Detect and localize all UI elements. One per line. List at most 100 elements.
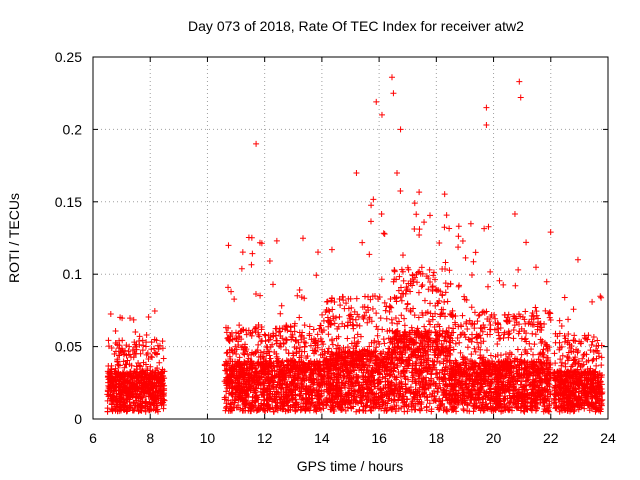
data-point <box>361 361 368 368</box>
data-point <box>237 375 244 382</box>
data-point <box>294 292 301 299</box>
data-point <box>368 391 375 398</box>
data-point <box>116 337 123 344</box>
data-point <box>355 400 362 407</box>
data-point <box>427 300 434 307</box>
data-points <box>104 74 606 415</box>
data-point <box>372 357 379 364</box>
data-point <box>287 403 294 410</box>
data-point <box>244 350 251 357</box>
data-point <box>353 399 360 406</box>
data-point <box>114 398 121 405</box>
data-point <box>470 258 477 265</box>
data-point <box>532 264 539 271</box>
data-point <box>339 397 346 404</box>
data-point <box>301 344 308 351</box>
data-point <box>309 399 316 406</box>
data-point <box>240 369 247 376</box>
data-point <box>328 246 335 253</box>
data-point <box>348 340 355 347</box>
data-point <box>389 320 396 327</box>
data-point <box>143 398 150 405</box>
data-point <box>308 365 315 372</box>
data-point <box>272 399 279 406</box>
data-point <box>329 341 336 348</box>
data-point <box>107 383 114 390</box>
data-point <box>430 272 437 279</box>
data-point <box>384 328 391 335</box>
data-point <box>127 390 134 397</box>
data-point <box>436 359 443 366</box>
data-point <box>141 380 148 387</box>
data-point <box>331 371 338 378</box>
data-point <box>255 331 262 338</box>
data-point <box>542 307 549 314</box>
data-point <box>226 385 233 392</box>
data-point <box>327 356 334 363</box>
data-point <box>116 408 123 415</box>
data-point <box>306 332 313 339</box>
data-point <box>341 362 348 369</box>
data-point <box>442 259 449 266</box>
data-point <box>273 391 280 398</box>
data-point <box>387 372 394 379</box>
data-point <box>436 239 443 246</box>
data-point <box>380 399 387 406</box>
data-point <box>387 295 394 302</box>
data-point <box>290 352 297 359</box>
data-point <box>311 404 318 411</box>
data-point <box>221 362 228 369</box>
data-point <box>334 392 341 399</box>
data-point <box>371 339 378 346</box>
data-point <box>130 354 137 361</box>
data-point <box>140 368 147 375</box>
data-point <box>277 310 284 317</box>
data-point <box>366 251 373 258</box>
data-point <box>370 196 377 203</box>
data-point <box>383 406 390 413</box>
data-point <box>146 375 153 382</box>
data-point <box>108 400 115 407</box>
data-point <box>387 304 394 311</box>
data-point <box>319 328 326 335</box>
data-point <box>259 337 266 344</box>
data-point <box>354 311 361 318</box>
data-point <box>415 289 422 296</box>
data-point <box>105 337 112 344</box>
data-point <box>229 336 236 343</box>
data-point <box>148 370 155 377</box>
data-point <box>283 337 290 344</box>
data-point <box>426 212 433 219</box>
data-point <box>225 381 232 388</box>
data-point <box>110 382 117 389</box>
data-point <box>296 314 303 321</box>
data-point <box>462 254 469 261</box>
data-point <box>155 346 162 353</box>
data-point <box>263 359 270 366</box>
data-point <box>403 305 410 312</box>
data-point <box>324 398 331 405</box>
data-point <box>112 368 119 375</box>
data-point <box>328 403 335 410</box>
data-point <box>267 343 274 350</box>
data-point <box>344 404 351 411</box>
data-point <box>328 294 335 301</box>
data-point <box>352 356 359 363</box>
data-point <box>310 370 317 377</box>
data-point <box>275 374 282 381</box>
data-point <box>136 385 143 392</box>
data-point <box>346 385 353 392</box>
data-point <box>356 407 363 414</box>
data-point <box>127 315 134 322</box>
data-point <box>518 335 525 342</box>
data-point <box>253 384 260 391</box>
data-point <box>145 355 152 362</box>
data-point <box>327 320 334 327</box>
data-point <box>239 384 246 391</box>
data-point <box>356 322 363 329</box>
data-point <box>383 315 390 322</box>
data-point <box>338 349 345 356</box>
grid-lines <box>93 57 608 419</box>
data-point <box>278 360 285 367</box>
data-point <box>255 341 262 348</box>
